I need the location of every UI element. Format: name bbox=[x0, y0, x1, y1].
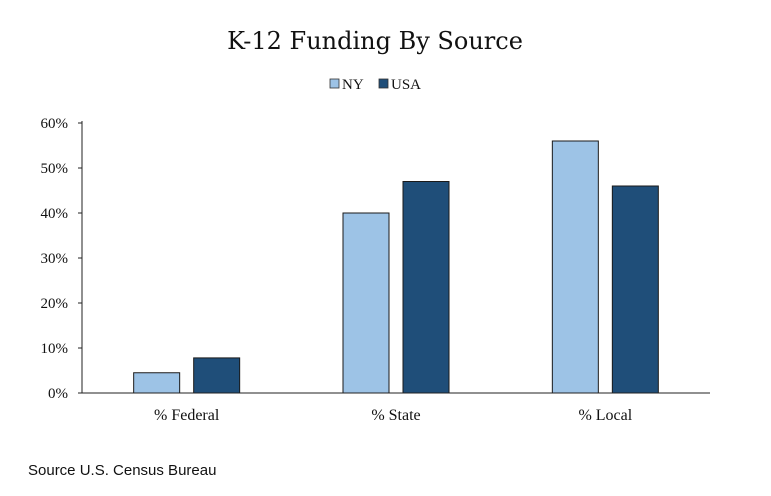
y-tick-label: 0% bbox=[48, 386, 68, 402]
y-tick-label: 50% bbox=[41, 161, 69, 177]
bar-ny-0 bbox=[133, 372, 181, 394]
x-category-label: % Federal bbox=[154, 407, 220, 424]
legend-label-usa: USA bbox=[391, 77, 421, 93]
bar-ny-2 bbox=[551, 140, 599, 394]
x-category-label: % Local bbox=[578, 407, 632, 424]
bars bbox=[133, 140, 659, 394]
bar-usa-2 bbox=[611, 185, 659, 394]
y-tick-label: 60% bbox=[41, 116, 69, 132]
bar-usa-1 bbox=[402, 181, 450, 394]
legend: NY USA bbox=[329, 77, 421, 93]
bar-usa-0 bbox=[193, 357, 241, 394]
y-tick-label: 20% bbox=[41, 296, 69, 312]
legend-swatch-usa bbox=[378, 78, 389, 89]
x-axis: % Federal % State % Local bbox=[82, 392, 710, 424]
y-tick-label: 30% bbox=[41, 251, 69, 267]
y-tick-label: 40% bbox=[41, 206, 69, 222]
bar-ny-1 bbox=[342, 212, 390, 394]
y-axis: 0% 10% 20% 30% 40% 50% 60% bbox=[41, 116, 83, 402]
y-tick-label: 10% bbox=[41, 341, 69, 357]
x-category-label: % State bbox=[371, 407, 420, 424]
source-note: Source U.S. Census Bureau bbox=[28, 462, 217, 479]
legend-swatch-ny bbox=[329, 78, 340, 89]
legend-label-ny: NY bbox=[342, 77, 364, 93]
chart-title: K-12 Funding By Source bbox=[227, 27, 523, 55]
